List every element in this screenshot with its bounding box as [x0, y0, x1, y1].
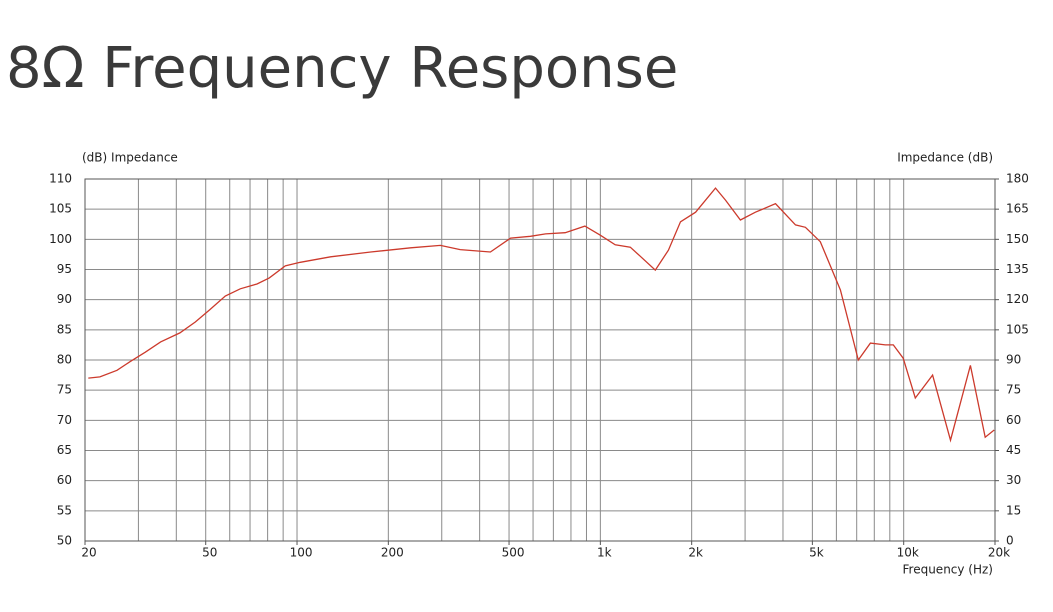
x-tick-label: 100: [290, 546, 313, 560]
y2-tick-label: 165: [1006, 202, 1029, 216]
y-tick-label: 75: [57, 383, 72, 397]
y2-tick-label: 180: [1006, 172, 1029, 186]
y-tick-label: 95: [57, 262, 72, 276]
y2-tick-label: 150: [1006, 232, 1029, 246]
x-tick-label: 20: [81, 546, 96, 560]
x-tick-label: 2k: [688, 546, 703, 560]
y-tick-label: 50: [57, 534, 72, 548]
x-tick-label: 500: [502, 546, 525, 560]
y-tick-label: 55: [57, 503, 72, 517]
y2-tick-label: 45: [1006, 443, 1021, 457]
x-tick-label: 50: [202, 546, 217, 560]
y-tick-label: 85: [57, 322, 72, 336]
response-line: [88, 187, 995, 443]
y2-tick-label: 135: [1006, 262, 1029, 276]
x-tick-label: 10k: [897, 546, 919, 560]
y-tick-label: 65: [57, 443, 72, 457]
y-tick-label: 105: [49, 202, 72, 216]
plot-frame: [84, 178, 996, 542]
y2-tick-label: 120: [1006, 292, 1029, 306]
y-tick-label: 110: [49, 172, 72, 186]
y2-tick-label: 30: [1006, 473, 1021, 487]
y-tick-label: 70: [57, 413, 72, 427]
y2-tick-label: 105: [1006, 322, 1029, 336]
chart-title: 8Ω Frequency Response: [6, 36, 678, 101]
y2-axis-label: Impedance (dB): [897, 151, 993, 165]
x-axis-label: Frequency (Hz): [903, 563, 994, 577]
y-tick-label: 100: [49, 232, 72, 246]
x-tick-label: 20k: [988, 546, 1010, 560]
x-tick-label: 200: [381, 546, 404, 560]
y-tick-label: 80: [57, 353, 72, 367]
y2-tick-label: 15: [1006, 503, 1021, 517]
y2-tick-label: 90: [1006, 353, 1021, 367]
y-axis-label: (dB) Impedance: [82, 151, 178, 165]
x-tick-label: 1k: [597, 546, 612, 560]
x-tick-label: 5k: [809, 546, 824, 560]
y-tick-label: 60: [57, 473, 72, 487]
y2-tick-label: 0: [1006, 534, 1014, 548]
y2-tick-label: 60: [1006, 413, 1021, 427]
y-tick-label: 90: [57, 292, 72, 306]
y2-tick-label: 75: [1006, 383, 1021, 397]
